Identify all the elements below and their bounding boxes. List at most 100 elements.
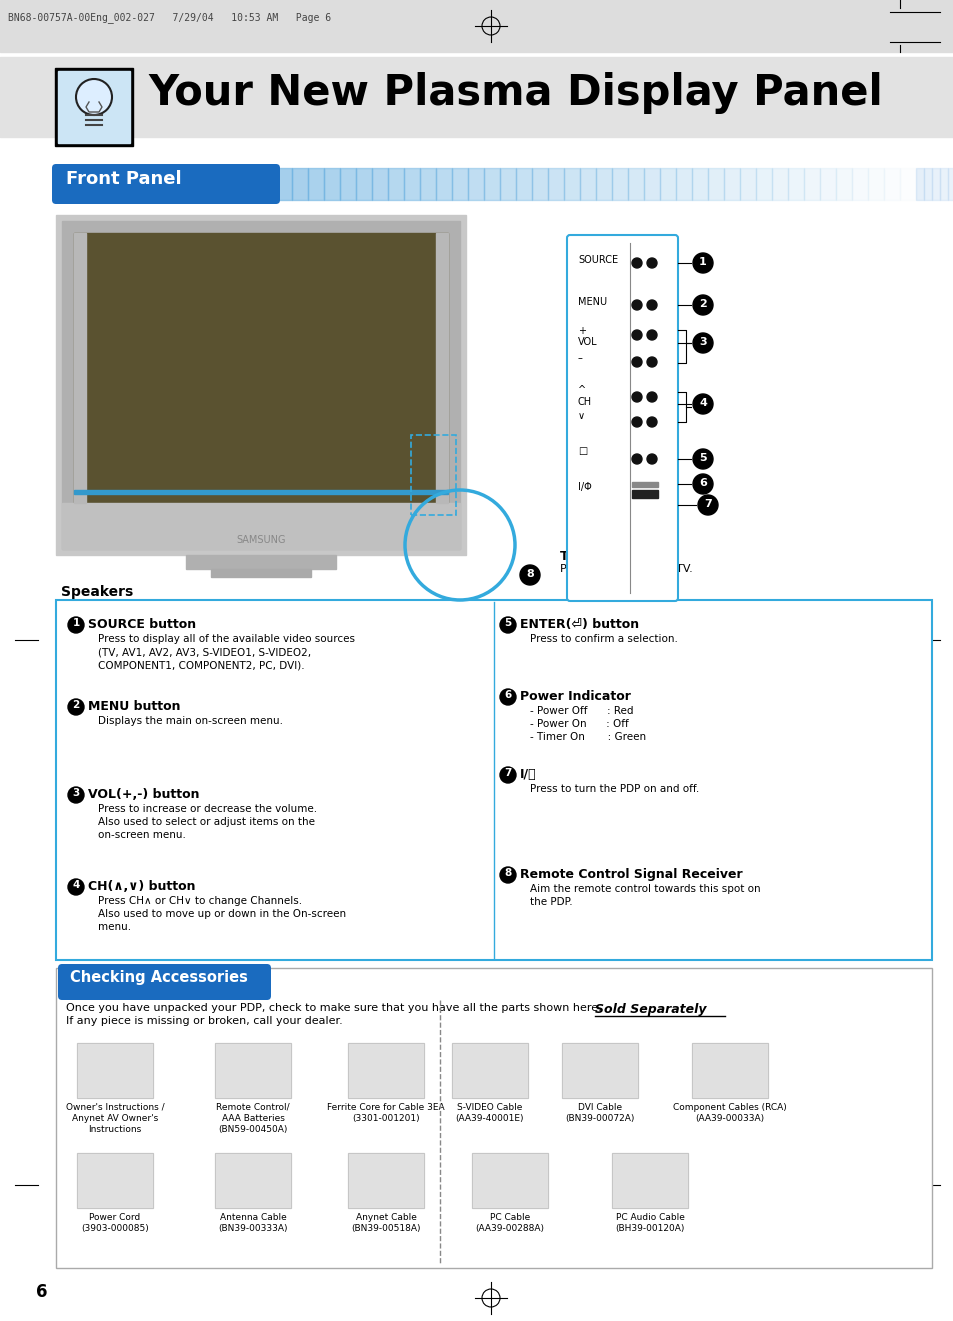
Text: Anynet Cable
(BN39-00518A): Anynet Cable (BN39-00518A) xyxy=(351,1213,420,1232)
Bar xyxy=(292,168,308,199)
Bar xyxy=(62,503,459,550)
Circle shape xyxy=(499,768,516,783)
Bar xyxy=(419,168,436,199)
Circle shape xyxy=(499,690,516,705)
Text: If any piece is missing or broken, call your dealer.: If any piece is missing or broken, call … xyxy=(66,1016,342,1026)
Bar xyxy=(56,215,465,555)
Text: Component Cables (RCA)
(AA39-00033A): Component Cables (RCA) (AA39-00033A) xyxy=(673,1103,786,1123)
FancyBboxPatch shape xyxy=(566,235,678,601)
Text: 2: 2 xyxy=(699,299,706,309)
Text: Speakers: Speakers xyxy=(61,585,133,598)
Circle shape xyxy=(692,295,712,314)
Circle shape xyxy=(499,867,516,882)
Bar xyxy=(275,168,292,199)
Bar xyxy=(214,1044,291,1098)
Bar xyxy=(436,232,448,503)
Bar xyxy=(803,168,820,199)
Text: +: + xyxy=(578,326,585,336)
Circle shape xyxy=(646,300,657,310)
Circle shape xyxy=(631,330,641,339)
Text: ENTER(⏎) button: ENTER(⏎) button xyxy=(519,618,639,631)
Text: Power Indicator: Power Indicator xyxy=(519,690,630,703)
Text: Remote Control/
AAA Batteries
(BN59-00450A): Remote Control/ AAA Batteries (BN59-0045… xyxy=(216,1103,290,1135)
Bar xyxy=(436,168,452,199)
Bar xyxy=(579,168,596,199)
Bar xyxy=(787,168,803,199)
Bar xyxy=(214,1153,291,1207)
Text: 3: 3 xyxy=(699,337,706,347)
Text: Owner's Instructions /
Anynet AV Owner's
Instructions: Owner's Instructions / Anynet AV Owner's… xyxy=(66,1103,164,1135)
Bar xyxy=(723,168,740,199)
Bar xyxy=(547,168,563,199)
Bar xyxy=(939,168,947,199)
Text: Press to turn the PDP on and off.: Press to turn the PDP on and off. xyxy=(530,783,699,794)
Circle shape xyxy=(631,258,641,268)
Bar xyxy=(186,555,335,569)
Bar xyxy=(411,435,456,515)
Text: 5: 5 xyxy=(699,453,706,462)
Bar xyxy=(452,1044,527,1098)
Bar xyxy=(883,168,899,199)
Bar xyxy=(561,1044,638,1098)
Bar xyxy=(0,0,953,52)
Text: Front Panel: Front Panel xyxy=(66,170,181,188)
Bar xyxy=(372,168,388,199)
Circle shape xyxy=(76,79,112,115)
Bar xyxy=(58,71,130,143)
Text: 8: 8 xyxy=(504,868,511,878)
Text: –: – xyxy=(578,353,582,363)
Text: 2: 2 xyxy=(72,700,79,709)
Circle shape xyxy=(68,787,84,803)
Bar xyxy=(77,1044,152,1098)
Text: MENU button: MENU button xyxy=(88,700,180,713)
FancyBboxPatch shape xyxy=(58,964,271,1000)
Text: 1: 1 xyxy=(72,618,79,627)
Circle shape xyxy=(698,495,718,515)
Text: Antenna Cable
(BN39-00333A): Antenna Cable (BN39-00333A) xyxy=(218,1213,288,1232)
Circle shape xyxy=(68,699,84,715)
Text: 6: 6 xyxy=(504,690,511,700)
Circle shape xyxy=(631,417,641,427)
Bar xyxy=(56,600,931,960)
Circle shape xyxy=(646,392,657,402)
Circle shape xyxy=(692,449,712,469)
Circle shape xyxy=(692,254,712,273)
Bar xyxy=(214,1153,291,1207)
Bar xyxy=(348,1153,423,1207)
Bar xyxy=(472,1153,547,1207)
Text: Your New Plasma Display Panel: Your New Plasma Display Panel xyxy=(148,73,882,114)
Bar xyxy=(483,168,499,199)
Bar xyxy=(214,1044,291,1098)
Bar xyxy=(452,168,468,199)
Bar xyxy=(452,1044,527,1098)
Text: TOUCH buttons: TOUCH buttons xyxy=(559,550,667,563)
Text: 4: 4 xyxy=(72,880,80,890)
Text: 6: 6 xyxy=(36,1283,48,1301)
Text: Aim the remote control towards this spot on
the PDP.: Aim the remote control towards this spot… xyxy=(530,884,760,908)
Text: Press to operate the TV.: Press to operate the TV. xyxy=(559,564,692,575)
Circle shape xyxy=(519,565,539,585)
Bar xyxy=(612,1153,687,1207)
Text: Once you have unpacked your PDP, check to make sure that you have all the parts : Once you have unpacked your PDP, check t… xyxy=(66,1003,601,1013)
Bar xyxy=(348,1044,423,1098)
Text: SOURCE button: SOURCE button xyxy=(88,618,196,631)
Bar xyxy=(771,168,787,199)
Bar xyxy=(62,221,459,550)
Bar xyxy=(676,168,691,199)
Text: Ferrite Core for Cable 3EA
(3301-001201): Ferrite Core for Cable 3EA (3301-001201) xyxy=(327,1103,444,1123)
Text: □: □ xyxy=(578,446,587,456)
Bar xyxy=(851,168,867,199)
Text: 7: 7 xyxy=(504,768,511,778)
Bar xyxy=(835,168,851,199)
Circle shape xyxy=(631,357,641,367)
Bar xyxy=(691,168,707,199)
Bar xyxy=(612,168,627,199)
Text: Press to increase or decrease the volume.
Also used to select or adjust items on: Press to increase or decrease the volume… xyxy=(98,804,316,840)
Text: VOL: VOL xyxy=(578,337,597,347)
Bar xyxy=(339,168,355,199)
Text: DVI Cable
(BN39-00072A): DVI Cable (BN39-00072A) xyxy=(565,1103,634,1123)
Text: ∨: ∨ xyxy=(578,411,584,421)
Text: - Power Off      : Red
- Power On      : Off
- Timer On       : Green: - Power Off : Red - Power On : Off - Tim… xyxy=(530,705,645,742)
Bar xyxy=(563,168,579,199)
FancyBboxPatch shape xyxy=(52,164,280,203)
